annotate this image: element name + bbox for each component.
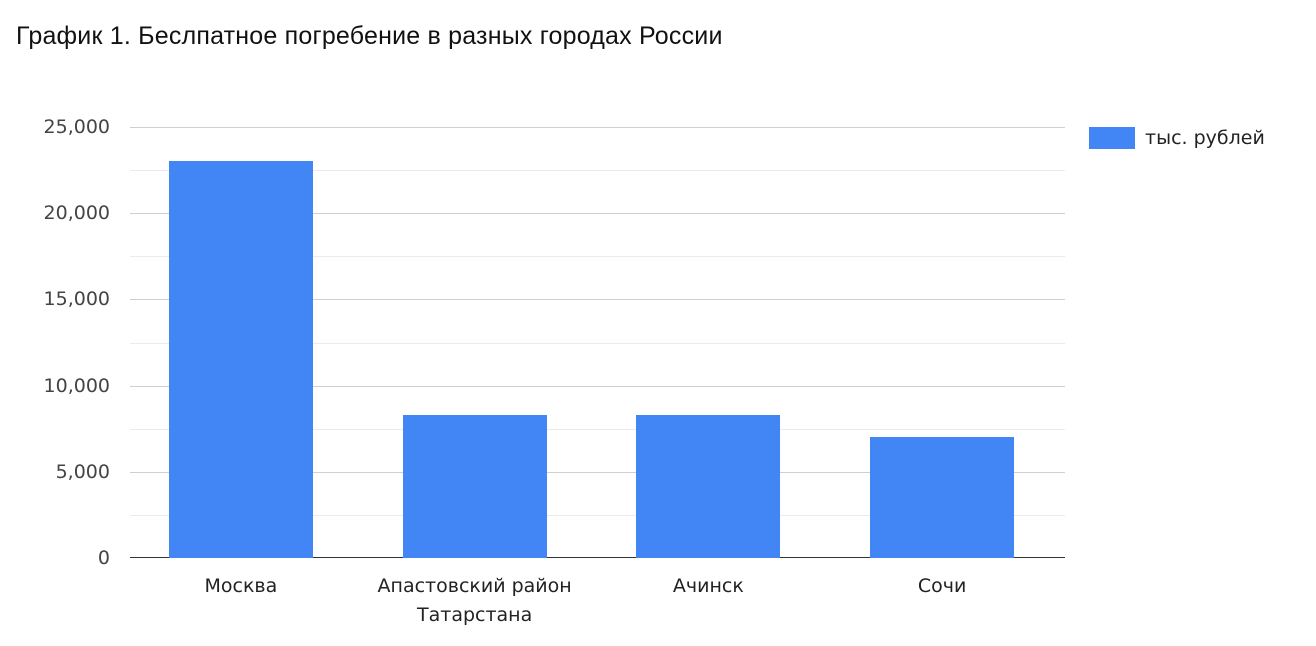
- x-tick-label: Ачинск: [578, 572, 838, 601]
- legend-swatch: [1089, 127, 1135, 149]
- x-tick-label: Сочи: [812, 572, 1072, 601]
- legend-label: тыс. рублей: [1145, 127, 1265, 149]
- y-tick-label: 0: [10, 547, 110, 569]
- bar[interactable]: [636, 415, 780, 558]
- x-tick-label: Москва: [111, 572, 371, 601]
- x-tick-label: Апастовский районТатарстана: [345, 572, 605, 630]
- y-tick-label: 20,000: [10, 202, 110, 224]
- plot-area: [130, 127, 1065, 558]
- bar[interactable]: [403, 415, 547, 558]
- chart-title: График 1. Беслпатное погребение в разных…: [16, 22, 723, 51]
- y-tick-label: 5,000: [10, 461, 110, 483]
- y-tick-label: 25,000: [10, 116, 110, 138]
- bar[interactable]: [870, 437, 1014, 558]
- y-tick-label: 15,000: [10, 288, 110, 310]
- legend: тыс. рублей: [1089, 127, 1265, 149]
- bar[interactable]: [169, 161, 313, 558]
- gridline: [130, 127, 1065, 128]
- y-tick-label: 10,000: [10, 375, 110, 397]
